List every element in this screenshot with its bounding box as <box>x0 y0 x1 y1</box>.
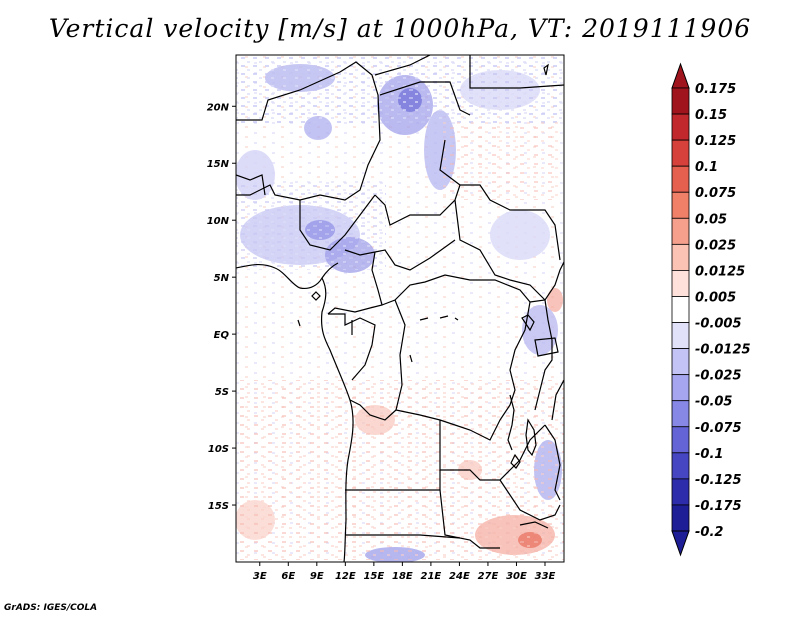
longitude-label: 15E <box>363 571 384 582</box>
colorbar-box <box>671 426 690 454</box>
colorbar-label: 0.125 <box>695 134 736 149</box>
latitude-ticks <box>232 105 236 506</box>
colorbar-box <box>671 113 690 141</box>
colorbar-box <box>671 296 690 323</box>
colorbar-label: -0.075 <box>695 421 742 436</box>
latitude-labels: 20N 15N 10N 5N EQ 5S 10S 15S <box>207 102 230 512</box>
longitude-label: 9E <box>310 571 324 582</box>
colorbar-label: -0.175 <box>695 499 742 514</box>
longitude-label: 24E <box>449 571 470 582</box>
colorbar-bottom-arrow <box>671 530 690 557</box>
longitude-label: 27E <box>478 571 499 582</box>
colorbar-top-arrow <box>671 62 690 89</box>
colorbar-label: 0.025 <box>695 238 736 253</box>
colorbar-box <box>671 374 690 402</box>
colorbar-label: 0.075 <box>695 186 736 201</box>
colorbar-label: -0.05 <box>695 395 732 410</box>
latitude-label: 5S <box>215 387 229 398</box>
latitude-label: 15N <box>207 159 230 170</box>
longitude-label: 3E <box>253 571 267 582</box>
map-frame <box>235 54 565 563</box>
colorbar-box <box>671 87 690 115</box>
grads-credit: GrADS: IGES/COLA <box>4 603 98 613</box>
colorbar-box <box>671 217 690 245</box>
latitude-label: EQ <box>214 330 230 341</box>
map-title: Vertical velocity [m/s] at 1000hPa, VT: … <box>48 14 752 43</box>
colorbar-label: 0.175 <box>695 82 736 97</box>
colorbar-label: 0.15 <box>695 108 727 123</box>
longitude-label: 33E <box>535 571 556 582</box>
colorbar-box <box>671 139 690 167</box>
colorbar-label: -0.2 <box>695 525 723 540</box>
colorbar-box <box>671 452 690 480</box>
colorbar-box <box>671 348 690 376</box>
negative-velocity-areas <box>236 55 564 562</box>
colorbar-box <box>671 165 690 193</box>
colorbar-box <box>671 400 690 428</box>
latitude-label: 5N <box>214 273 230 284</box>
longitude-label: 21E <box>421 571 442 582</box>
longitude-labels: 3E 6E 9E 12E 15E 18E 21E 24E 27E 30E 33E <box>253 571 556 582</box>
longitude-label: 12E <box>335 571 356 582</box>
longitude-label: 30E <box>506 571 527 582</box>
longitude-label: 6E <box>281 571 295 582</box>
country-borders <box>236 55 564 562</box>
colorbar-label: -0.1 <box>695 447 723 462</box>
colorbar-label: 0.1 <box>695 160 718 175</box>
colorbar-box <box>671 191 690 219</box>
colorbar-label: -0.005 <box>695 317 742 332</box>
latitude-label: 20N <box>207 102 230 113</box>
colorbar-label: -0.125 <box>695 473 742 488</box>
colorbar-box <box>671 504 690 532</box>
colorbar-box <box>671 270 690 297</box>
longitude-ticks <box>259 562 546 566</box>
colorbar-label: -0.0125 <box>695 343 751 358</box>
latitude-label: 10S <box>208 444 229 455</box>
longitude-label: 18E <box>392 571 413 582</box>
vertical-velocity-field <box>236 55 564 562</box>
latitude-label: 10N <box>207 216 230 227</box>
colorbar-box <box>671 478 690 506</box>
colorbar-box <box>671 243 690 271</box>
colorbar-label: -0.025 <box>695 369 742 384</box>
colorbar-box <box>671 322 690 349</box>
colorbar-label: 0.0125 <box>695 264 745 279</box>
colorbar-label: 0.005 <box>695 290 736 305</box>
colorbar-label: 0.05 <box>695 212 727 227</box>
latitude-label: 15S <box>208 501 229 512</box>
